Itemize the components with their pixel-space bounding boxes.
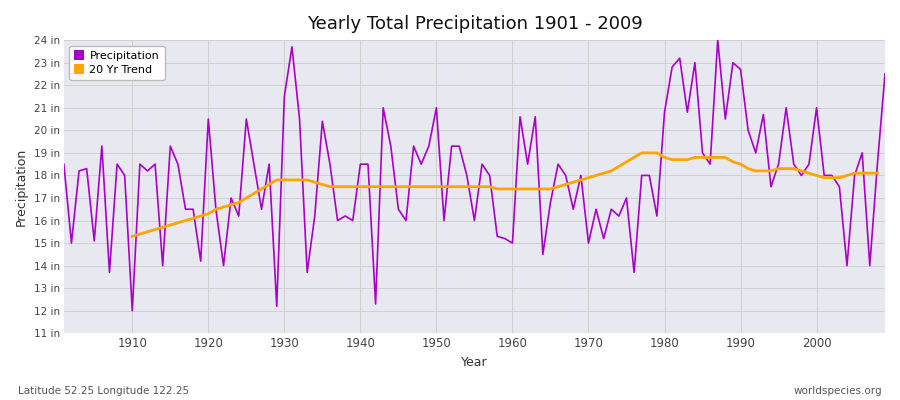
Title: Yearly Total Precipitation 1901 - 2009: Yearly Total Precipitation 1901 - 2009: [307, 15, 643, 33]
Legend: Precipitation, 20 Yr Trend: Precipitation, 20 Yr Trend: [69, 46, 165, 80]
Text: worldspecies.org: worldspecies.org: [794, 386, 882, 396]
Text: Latitude 52.25 Longitude 122.25: Latitude 52.25 Longitude 122.25: [18, 386, 189, 396]
Y-axis label: Precipitation: Precipitation: [15, 148, 28, 226]
X-axis label: Year: Year: [461, 356, 488, 369]
